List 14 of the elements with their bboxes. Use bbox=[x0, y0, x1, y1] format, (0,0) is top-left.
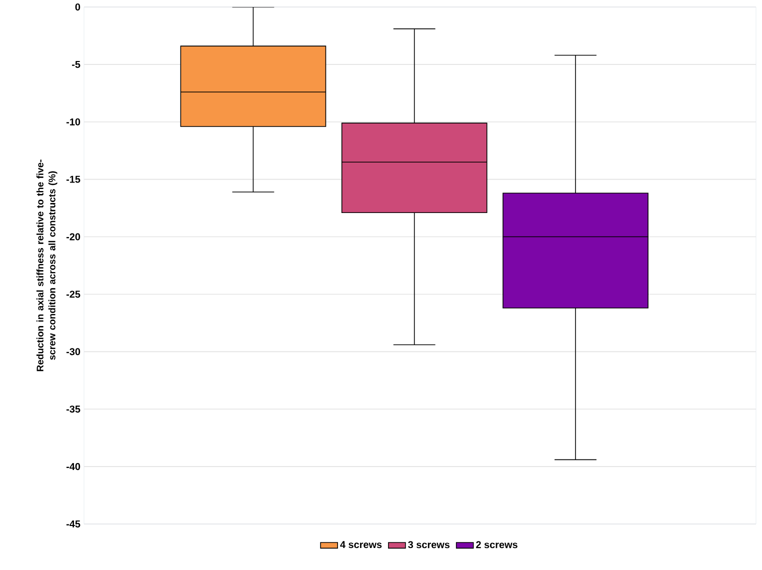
y-tick-label: -5 bbox=[72, 60, 80, 68]
y-tick-label: -10 bbox=[66, 118, 80, 126]
y-tick-label: 0 bbox=[75, 3, 80, 11]
y-axis-title: Reduction in axial stiffness relative to the five-screw condition across all constructs (%) bbox=[36, 160, 58, 372]
y-tick-label: -25 bbox=[66, 290, 80, 298]
y-tick-label: -45 bbox=[66, 520, 80, 528]
legend-label: 3 screws bbox=[408, 541, 450, 548]
legend-label: 4 screws bbox=[340, 541, 382, 548]
y-tick-label: -20 bbox=[66, 233, 80, 240]
y-tick-label: -35 bbox=[66, 406, 80, 413]
y-tick-label: -30 bbox=[66, 348, 80, 356]
y-tick-label: -40 bbox=[66, 463, 80, 470]
y-tick-label: -15 bbox=[66, 176, 80, 183]
legend-label: 2 screws bbox=[476, 541, 518, 548]
